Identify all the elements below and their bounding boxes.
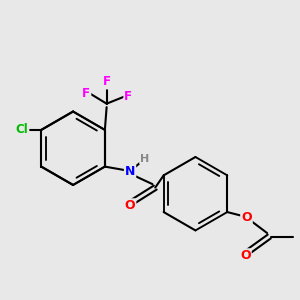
Text: O: O <box>125 199 135 212</box>
Text: F: F <box>103 76 111 88</box>
Text: F: F <box>82 87 90 101</box>
Text: F: F <box>124 90 132 103</box>
Text: N: N <box>125 165 135 178</box>
Text: O: O <box>241 211 252 224</box>
Text: O: O <box>240 249 251 262</box>
Text: Cl: Cl <box>16 123 28 136</box>
Text: H: H <box>140 154 149 164</box>
